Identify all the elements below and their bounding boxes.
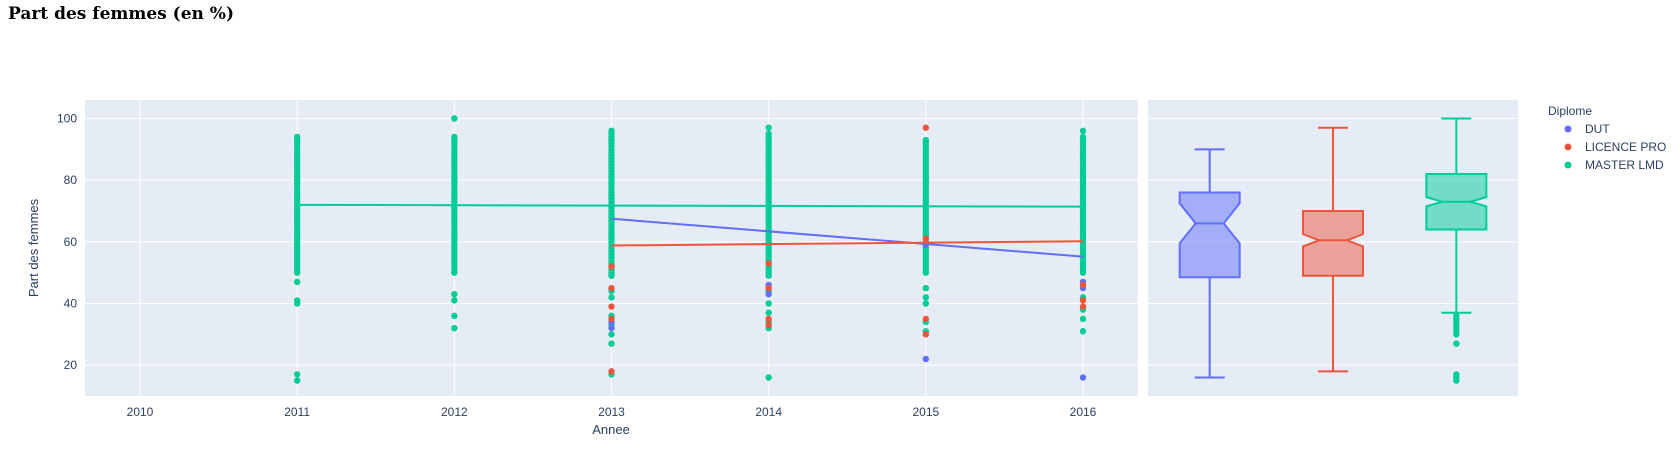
scatter-point-licence-pro[interactable]: [608, 263, 615, 270]
scatter-point-master-lmd[interactable]: [1079, 127, 1087, 135]
scatter-point-dut[interactable]: [1079, 374, 1087, 381]
scatter-point-licence-pro[interactable]: [608, 315, 615, 323]
scatter-point-master-lmd[interactable]: [293, 297, 301, 304]
scatter-point-licence-pro[interactable]: [922, 331, 930, 338]
x-tick-label: 2011: [284, 405, 310, 419]
scatter-point-master-lmd[interactable]: [765, 374, 772, 381]
legend-item-dut[interactable]: DUT: [1564, 122, 1611, 136]
scatter-point-master-lmd[interactable]: [922, 284, 930, 292]
scatter-point-master-lmd[interactable]: [765, 124, 772, 131]
scatter-point-licence-pro[interactable]: [1079, 297, 1087, 304]
trend-line-master-lmd: [297, 203, 1083, 208]
scatter-point-licence-pro[interactable]: [922, 315, 930, 323]
scatter-point-master-lmd[interactable]: [608, 331, 615, 338]
scatter-point-licence-pro[interactable]: [922, 124, 930, 131]
y-tick-label: 20: [64, 358, 78, 372]
legend[interactable]: Diplome DUT LICENCE PRO MASTER LMD: [1548, 104, 1666, 172]
scatter-point-master-lmd[interactable]: [922, 294, 930, 301]
y-tick-label: 80: [64, 173, 78, 187]
box-licence-pro[interactable]: [1302, 126, 1364, 373]
legend-marker: [1564, 161, 1572, 169]
box-plots[interactable]: [1178, 117, 1488, 384]
legend-label: LICENCE PRO: [1585, 140, 1666, 154]
scatter-point-master-lmd[interactable]: [922, 136, 930, 144]
scatter-point-licence-pro[interactable]: [608, 284, 615, 292]
legend-marker: [1564, 143, 1572, 151]
scatter-point-master-lmd[interactable]: [451, 324, 458, 332]
x-tick-label: 2016: [1070, 405, 1097, 419]
scatter-point-licence-pro[interactable]: [765, 315, 772, 323]
x-tick-label: 2015: [912, 405, 939, 419]
box-outlier[interactable]: [1453, 312, 1460, 320]
scatter-point-dut[interactable]: [608, 324, 615, 332]
scatter-point-licence-pro[interactable]: [765, 284, 772, 292]
scatter-point-licence-pro[interactable]: [608, 303, 615, 310]
box-outlier[interactable]: [1453, 371, 1460, 378]
scatter-point-master-lmd[interactable]: [1079, 328, 1087, 335]
page-title: Part des femmes (en %): [8, 4, 235, 24]
scatter-point-master-lmd[interactable]: [451, 291, 458, 298]
scatter-markers[interactable]: [293, 115, 1087, 384]
scatter-point-master-lmd[interactable]: [765, 300, 772, 307]
legend-title: Diplome: [1548, 104, 1592, 118]
scatter-point-master-lmd[interactable]: [608, 294, 615, 301]
scatter-point-licence-pro[interactable]: [765, 321, 772, 329]
box-outlier[interactable]: [1453, 340, 1460, 347]
scatter-point-master-lmd[interactable]: [1079, 133, 1087, 141]
scatter-point-dut[interactable]: [765, 291, 772, 298]
scatter-point-master-lmd[interactable]: [922, 300, 930, 307]
x-tick-label: 2013: [598, 405, 625, 419]
scatter-point-master-lmd[interactable]: [293, 377, 301, 384]
y-tick-label: 40: [64, 297, 78, 311]
box-body[interactable]: [1178, 191, 1241, 279]
scatter-point-master-lmd[interactable]: [765, 309, 772, 316]
scatter-point-master-lmd[interactable]: [451, 312, 458, 320]
legend-label: DUT: [1585, 122, 1610, 136]
y-axis-title: Part des femmes: [26, 198, 41, 297]
scatter-point-master-lmd[interactable]: [451, 133, 458, 141]
scatter-point-master-lmd[interactable]: [451, 115, 458, 122]
scatter-point-licence-pro[interactable]: [1079, 281, 1087, 289]
scatter-point-dut[interactable]: [922, 355, 930, 363]
y-tick-label: 100: [57, 112, 77, 126]
scatter-point-master-lmd[interactable]: [451, 297, 458, 304]
x-tick-label: 2010: [127, 405, 154, 419]
scatter-point-master-lmd[interactable]: [293, 278, 301, 286]
box-master-lmd[interactable]: [1425, 117, 1488, 384]
trend-line-dut: [611, 217, 1084, 258]
scatter-point-licence-pro[interactable]: [1079, 303, 1087, 310]
scatter-point-master-lmd[interactable]: [608, 127, 615, 135]
legend-label: MASTER LMD: [1585, 158, 1664, 172]
legend-item-master-lmd[interactable]: MASTER LMD: [1564, 158, 1665, 172]
scatter-point-master-lmd[interactable]: [293, 371, 301, 378]
trend-line-licence-pro: [611, 240, 1084, 247]
scatter-point-licence-pro[interactable]: [765, 260, 772, 267]
box-dut[interactable]: [1178, 148, 1241, 379]
trend-lines: [297, 203, 1084, 258]
scatter-point-licence-pro[interactable]: [922, 235, 930, 242]
x-tick-label: 2014: [755, 405, 782, 419]
scatter-point-master-lmd[interactable]: [765, 130, 772, 138]
y-tick-label: 60: [64, 235, 78, 249]
box-body[interactable]: [1302, 210, 1364, 277]
x-axis-title: Annee: [592, 422, 630, 437]
axes: 20 40 60 80 100 2010 2011 2012 2013 2014 2015 2016: [57, 112, 1097, 419]
scatter-point-licence-pro[interactable]: [608, 368, 615, 375]
scatter-point-master-lmd[interactable]: [608, 340, 615, 347]
legend-item-licence-pro[interactable]: LICENCE PRO: [1564, 140, 1667, 154]
x-tick-label: 2012: [441, 405, 468, 419]
scatter-point-master-lmd[interactable]: [1079, 315, 1087, 323]
scatter-point-master-lmd[interactable]: [293, 133, 301, 141]
legend-marker: [1564, 125, 1572, 133]
